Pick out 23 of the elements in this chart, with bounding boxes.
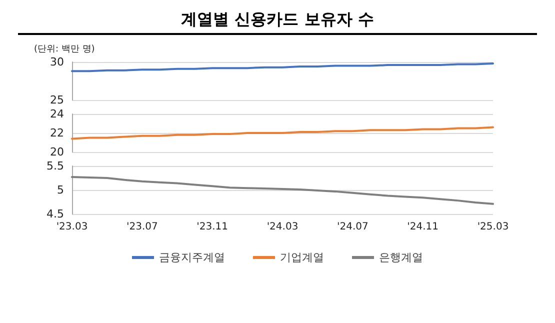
y-tick-label: 22 bbox=[50, 126, 64, 140]
y-tick-label: 5 bbox=[57, 184, 64, 196]
x-tick-label: '24.11 bbox=[407, 222, 439, 232]
legend-label: 은행계열 bbox=[379, 251, 423, 264]
x-tick-label: '24.07 bbox=[336, 222, 368, 232]
line-series bbox=[71, 62, 494, 72]
chart-title: 계열별 신용카드 보유자 수 bbox=[181, 10, 374, 28]
y-tick-label: 24 bbox=[50, 108, 64, 120]
x-tick-label: '23.11 bbox=[196, 222, 228, 232]
y-tick-label: 25 bbox=[50, 94, 64, 106]
x-tick-label: '24.03 bbox=[266, 222, 298, 232]
x-tick-label: '23.03 bbox=[56, 222, 88, 232]
x-tick-label: '23.07 bbox=[126, 222, 158, 232]
x-tick-label: '25.03 bbox=[477, 222, 509, 232]
text: 기업계열 bbox=[280, 251, 324, 264]
line-series bbox=[71, 126, 494, 140]
text: 금융지주계열 bbox=[159, 251, 225, 264]
y-tick-label: 20 bbox=[50, 146, 64, 158]
y-tick-label: 5.5 bbox=[46, 160, 64, 172]
y-tick-label: 4.5 bbox=[46, 208, 64, 220]
y-axis-title: (단위: 백만 명) bbox=[34, 44, 95, 54]
y-tick-label: 30 bbox=[50, 56, 64, 68]
line-series bbox=[71, 176, 494, 205]
